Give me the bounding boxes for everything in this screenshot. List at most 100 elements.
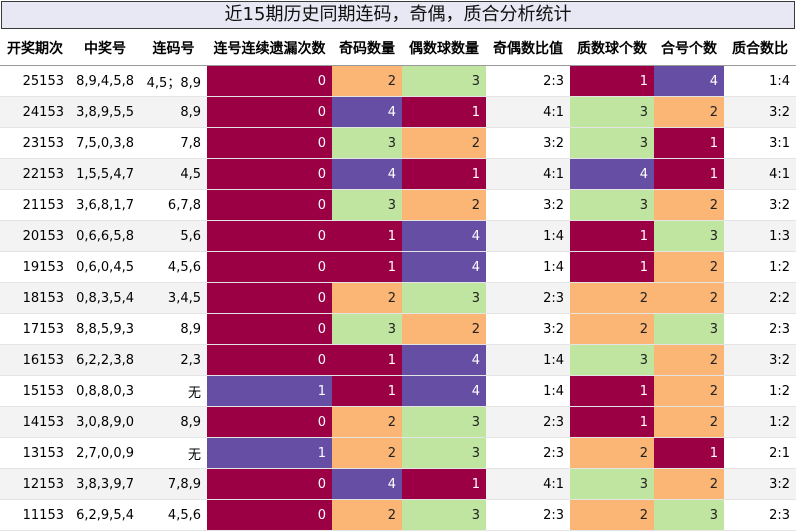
odd-even-ratio-cell: 1:4 [486, 344, 570, 376]
header-prime-count: 质数球个数 [570, 31, 654, 66]
numbers-cell: 8,8,5,9,3 [70, 313, 140, 345]
period-cell: 16153 [0, 344, 70, 376]
prime-composite-ratio-cell: 2:2 [724, 282, 796, 314]
gap-cell: 0 [207, 127, 332, 159]
prime-count-cell: 3 [570, 96, 654, 128]
table-row: 20153 0,6,6,5,8 5,6 0 1 4 1:4 1 3 1:3 [0, 220, 796, 252]
linked-cell: 7,8 [140, 127, 207, 159]
composite-count-cell: 2 [654, 468, 724, 500]
table-row: 15153 0,8,8,0,3 无 1 1 4 1:4 1 2 1:2 [0, 375, 796, 407]
numbers-cell: 0,8,8,0,3 [70, 375, 140, 407]
even-count-cell: 1 [402, 96, 486, 128]
period-cell: 21153 [0, 189, 70, 221]
even-count-cell: 3 [402, 65, 486, 97]
odd-count-cell: 3 [332, 127, 402, 159]
even-count-cell: 3 [402, 437, 486, 469]
period-cell: 20153 [0, 220, 70, 252]
odd-even-ratio-cell: 2:3 [486, 499, 570, 531]
header-even-count: 偶数球数量 [402, 31, 486, 66]
table-row: 17153 8,8,5,9,3 8,9 0 3 2 3:2 2 3 2:3 [0, 313, 796, 345]
header-numbers: 中奖号 [70, 31, 140, 66]
gap-cell: 0 [207, 468, 332, 500]
prime-composite-ratio-cell: 2:3 [724, 499, 796, 531]
prime-count-cell: 1 [570, 375, 654, 407]
table-row: 21153 3,6,8,1,7 6,7,8 0 3 2 3:2 3 2 3:2 [0, 189, 796, 221]
prime-count-cell: 2 [570, 499, 654, 531]
odd-count-cell: 1 [332, 375, 402, 407]
numbers-cell: 0,6,6,5,8 [70, 220, 140, 252]
period-cell: 14153 [0, 406, 70, 438]
numbers-cell: 6,2,2,3,8 [70, 344, 140, 376]
odd-even-ratio-cell: 2:3 [486, 406, 570, 438]
odd-even-ratio-cell: 4:1 [486, 158, 570, 190]
header-linked: 连码号 [140, 31, 207, 66]
period-cell: 22153 [0, 158, 70, 190]
header-odd-even-ratio: 奇偶数比值 [486, 31, 570, 66]
even-count-cell: 1 [402, 158, 486, 190]
prime-count-cell: 4 [570, 158, 654, 190]
header-odd-count: 奇码数量 [332, 31, 402, 66]
table-row: 14153 3,0,8,9,0 8,9 0 2 3 2:3 1 2 1:2 [0, 406, 796, 438]
odd-even-ratio-cell: 2:3 [486, 282, 570, 314]
even-count-cell: 4 [402, 220, 486, 252]
header-composite-count: 合号个数 [654, 31, 724, 66]
composite-count-cell: 2 [654, 189, 724, 221]
header-row: 开奖期次 中奖号 连码号 连号连续遗漏次数 奇码数量 偶数球数量 奇偶数比值 质… [0, 31, 796, 66]
linked-cell: 8,9 [140, 96, 207, 128]
numbers-cell: 6,2,9,5,4 [70, 499, 140, 531]
even-count-cell: 3 [402, 499, 486, 531]
numbers-cell: 3,8,3,9,7 [70, 468, 140, 500]
prime-count-cell: 3 [570, 127, 654, 159]
linked-cell: 4,5；8,9 [140, 65, 207, 97]
composite-count-cell: 1 [654, 437, 724, 469]
prime-count-cell: 3 [570, 189, 654, 221]
prime-composite-ratio-cell: 4:1 [724, 158, 796, 190]
numbers-cell: 3,0,8,9,0 [70, 406, 140, 438]
odd-count-cell: 2 [332, 406, 402, 438]
odd-count-cell: 1 [332, 344, 402, 376]
odd-count-cell: 2 [332, 437, 402, 469]
gap-cell: 0 [207, 406, 332, 438]
composite-count-cell: 2 [654, 406, 724, 438]
prime-composite-ratio-cell: 2:3 [724, 313, 796, 345]
gap-cell: 0 [207, 65, 332, 97]
odd-even-ratio-cell: 4:1 [486, 96, 570, 128]
prime-count-cell: 2 [570, 282, 654, 314]
prime-count-cell: 1 [570, 251, 654, 283]
table-row: 11153 6,2,9,5,4 4,5,6 0 2 3 2:3 2 3 2:3 [0, 499, 796, 531]
even-count-cell: 2 [402, 189, 486, 221]
gap-cell: 1 [207, 437, 332, 469]
period-cell: 15153 [0, 375, 70, 407]
numbers-cell: 0,6,0,4,5 [70, 251, 140, 283]
linked-cell: 无 [140, 375, 207, 407]
table-row: 18153 0,8,3,5,4 3,4,5 0 2 3 2:3 2 2 2:2 [0, 282, 796, 314]
odd-count-cell: 4 [332, 158, 402, 190]
period-cell: 19153 [0, 251, 70, 283]
numbers-cell: 7,5,0,3,8 [70, 127, 140, 159]
gap-cell: 0 [207, 158, 332, 190]
prime-composite-ratio-cell: 3:2 [724, 344, 796, 376]
prime-composite-ratio-cell: 3:2 [724, 189, 796, 221]
odd-even-ratio-cell: 2:3 [486, 437, 570, 469]
table-row: 16153 6,2,2,3,8 2,3 0 1 4 1:4 3 2 3:2 [0, 344, 796, 376]
odd-count-cell: 4 [332, 96, 402, 128]
prime-count-cell: 3 [570, 344, 654, 376]
gap-cell: 0 [207, 282, 332, 314]
even-count-cell: 4 [402, 375, 486, 407]
gap-cell: 1 [207, 375, 332, 407]
linked-cell: 8,9 [140, 406, 207, 438]
odd-count-cell: 2 [332, 499, 402, 531]
gap-cell: 0 [207, 313, 332, 345]
odd-even-ratio-cell: 3:2 [486, 127, 570, 159]
prime-composite-ratio-cell: 3:2 [724, 96, 796, 128]
even-count-cell: 2 [402, 313, 486, 345]
prime-count-cell: 3 [570, 468, 654, 500]
linked-cell: 5,6 [140, 220, 207, 252]
linked-cell: 6,7,8 [140, 189, 207, 221]
odd-count-cell: 1 [332, 220, 402, 252]
header-prime-composite-ratio: 质合数比 [724, 31, 796, 66]
numbers-cell: 0,8,3,5,4 [70, 282, 140, 314]
table-row: 25153 8,9,4,5,8 4,5；8,9 0 2 3 2:3 1 4 1:4 [0, 65, 796, 97]
gap-cell: 0 [207, 344, 332, 376]
gap-cell: 0 [207, 96, 332, 128]
